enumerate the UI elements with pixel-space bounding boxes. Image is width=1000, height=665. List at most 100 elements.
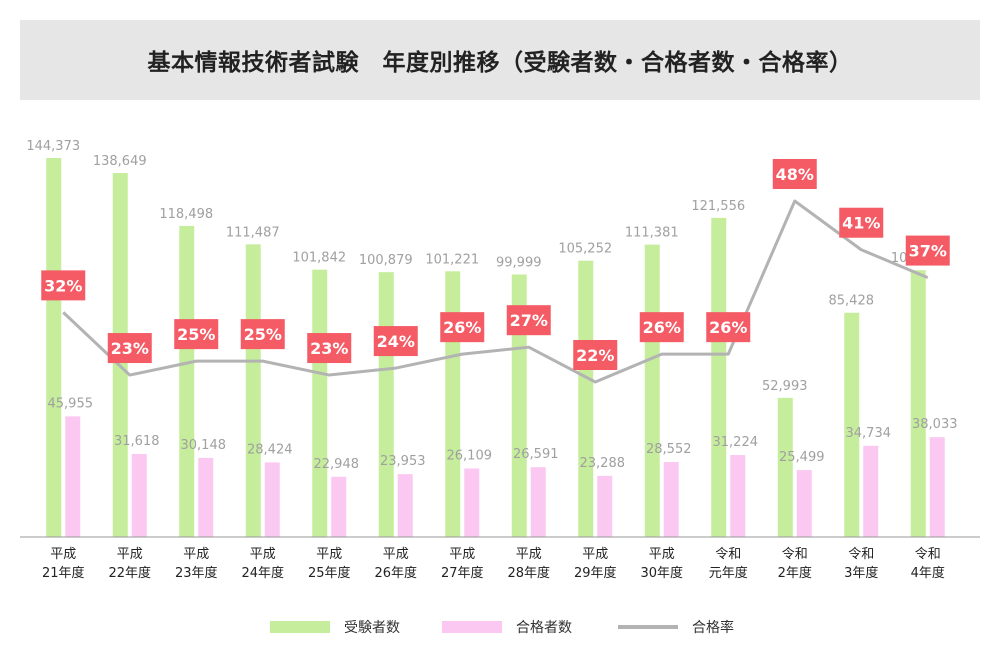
- rate-label: 37%: [909, 242, 947, 261]
- data-label-passers: 31,618: [114, 434, 160, 449]
- data-label-examinees: 121,556: [691, 199, 745, 214]
- x-tick-year: 30年度: [640, 565, 683, 581]
- data-label-passers: 38,033: [912, 417, 958, 432]
- bar-passers: [530, 467, 546, 537]
- rate-label-box: [174, 319, 219, 350]
- rate-label: 41%: [842, 214, 880, 233]
- bar-passers: [198, 457, 214, 537]
- x-tick-label: 平成 26年度: [374, 547, 417, 581]
- title-band: 基本情報技術者試験 年度別推移（受験者数・合格者数・合格率）: [20, 20, 980, 100]
- bar-passers: [331, 476, 347, 537]
- bar-examinees: [179, 225, 195, 538]
- rate-label-box: [240, 319, 285, 350]
- bar-examinees: [511, 274, 527, 537]
- bar-examinees: [312, 269, 328, 537]
- data-label-examinees: 99,999: [496, 255, 542, 270]
- data-label-passers: 22,948: [314, 457, 360, 472]
- x-tick-era: 令和: [915, 547, 941, 562]
- x-tick-year: 22年度: [108, 565, 151, 581]
- bar-examinees: [777, 397, 793, 537]
- x-tick-label: 平成 21年度: [42, 547, 85, 581]
- x-tick-year: 4年度: [911, 565, 945, 581]
- x-tick-era: 平成: [117, 547, 143, 562]
- x-tick-year: 2年度: [778, 565, 812, 581]
- bar-passers: [730, 455, 746, 537]
- data-label-passers: 25,499: [779, 450, 825, 465]
- legend-swatch-passers: [442, 621, 502, 633]
- data-label-examinees: 100,879: [359, 253, 413, 268]
- rate-label-box: [373, 326, 418, 357]
- legend-label-examinees: 受験者数: [344, 620, 400, 636]
- data-label-passers: 34,734: [846, 426, 892, 441]
- x-tick-era: 平成: [582, 547, 608, 562]
- bar-examinees: [245, 244, 261, 537]
- x-tick-era: 平成: [316, 547, 342, 562]
- rate-label-box: [41, 270, 86, 301]
- x-tick-label: 平成 23年度: [175, 547, 218, 581]
- bar-passers: [863, 445, 879, 537]
- data-label-passers: 28,424: [247, 442, 293, 457]
- bar-passers: [464, 468, 480, 537]
- x-tick-label: 平成 28年度: [507, 547, 550, 581]
- bar-passers: [929, 437, 945, 537]
- x-tick-label: 平成 30年度: [640, 547, 683, 581]
- x-tick-era: 令和: [848, 547, 874, 562]
- x-tick-era: 令和: [782, 547, 808, 562]
- x-tick-label: 平成 22年度: [108, 547, 151, 581]
- x-tick-era: 平成: [383, 547, 409, 562]
- legend-swatch-rate: [618, 625, 678, 629]
- x-tick-era: 平成: [183, 547, 209, 562]
- rate-label: 22%: [576, 346, 614, 365]
- legend-swatch-examinees: [270, 621, 330, 633]
- rate-label-box: [706, 312, 751, 343]
- x-tick-year: 27年度: [441, 565, 484, 581]
- rate-label: 25%: [244, 325, 282, 344]
- x-tick-year: 21年度: [42, 565, 85, 581]
- data-label-passers: 23,953: [380, 454, 426, 469]
- rate-label-box: [905, 235, 950, 266]
- legend-item-rate: 合格率: [618, 612, 734, 642]
- data-label-passers: 45,955: [48, 396, 94, 411]
- x-tick-era: 平成: [516, 547, 542, 562]
- bar-examinees: [378, 272, 394, 537]
- x-tick-label: 平成 25年度: [308, 547, 351, 581]
- data-label-passers: 26,109: [447, 448, 493, 463]
- x-tick-era: 令和: [715, 547, 741, 562]
- data-label-passers: 31,224: [713, 435, 759, 450]
- data-label-passers: 26,591: [513, 447, 559, 462]
- rate-label: 24%: [377, 332, 415, 351]
- legend-item-passers: 合格者数: [442, 612, 572, 642]
- data-label-examinees: 118,498: [159, 207, 213, 222]
- bar-passers: [131, 453, 147, 537]
- rate-label: 26%: [709, 318, 747, 337]
- bar-examinees: [910, 270, 926, 537]
- data-label-passers: 30,148: [181, 438, 227, 453]
- chart-title: 基本情報技術者試験 年度別推移（受験者数・合格者数・合格率）: [147, 50, 853, 76]
- rate-label: 23%: [310, 339, 348, 358]
- data-label-examinees: 144,373: [26, 139, 80, 154]
- bar-examinees: [445, 271, 461, 537]
- rate-line: [62, 199, 929, 384]
- x-tick-year: 23年度: [175, 565, 218, 581]
- x-tick-era: 平成: [449, 547, 475, 562]
- data-label-examinees: 52,993: [762, 379, 808, 394]
- x-tick-label: 平成 29年度: [574, 547, 617, 581]
- bar-passers: [796, 470, 812, 537]
- data-label-passers: 23,288: [580, 456, 626, 471]
- x-tick-label: 令和 4年度: [911, 547, 945, 581]
- rate-label-box: [107, 333, 152, 364]
- bar-passers: [663, 462, 679, 537]
- data-label-examinees: 101,221: [425, 252, 479, 267]
- bar-examinees: [711, 217, 727, 537]
- bar-passers: [597, 475, 613, 537]
- rate-label: 48%: [776, 165, 814, 184]
- rate-label: 26%: [643, 318, 681, 337]
- rate-label: 25%: [177, 325, 215, 344]
- legend: 受験者数 合格者数 合格率: [0, 612, 1000, 642]
- x-tick-label: 令和 2年度: [778, 547, 812, 581]
- legend-label-rate: 合格率: [692, 620, 734, 636]
- data-label-examinees: 85,428: [829, 294, 875, 309]
- x-tick-year: 元年度: [709, 565, 748, 581]
- rate-label: 26%: [443, 318, 481, 337]
